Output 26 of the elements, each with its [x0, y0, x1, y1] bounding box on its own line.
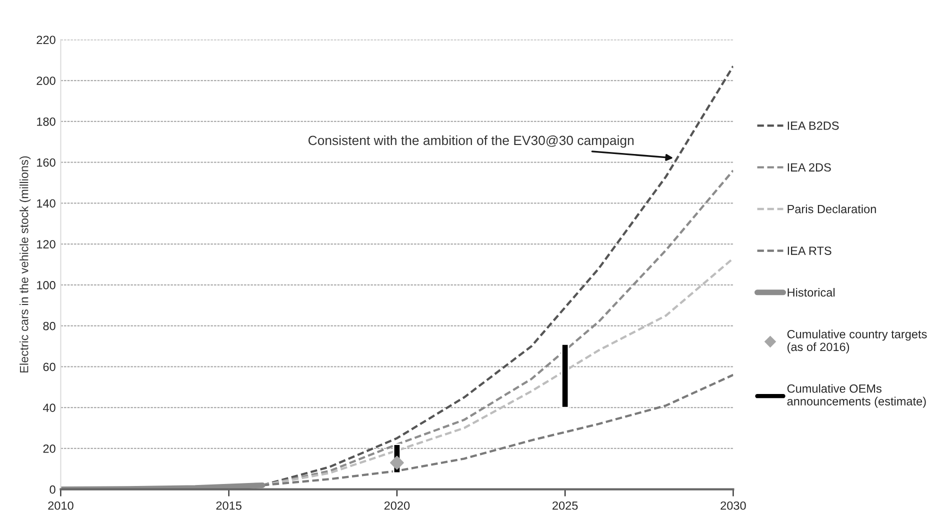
legend-label: Paris Declaration	[788, 204, 876, 214]
y-tick-label: 100	[37, 280, 56, 290]
y-tick-label: 120	[37, 240, 56, 248]
x-tick-label: 2015	[216, 501, 242, 510]
x-tick-label: 2020	[384, 501, 410, 510]
y-axis-title: Electric cars in the vehicle stock (millions)	[20, 156, 31, 372]
x-tick-label: 2030	[720, 501, 746, 510]
y-tick-label: 180	[37, 117, 56, 126]
y-tick-label: 60	[43, 362, 56, 372]
x-tick-label: 2025	[552, 501, 578, 510]
legend-label: Cumulative country targets (as of 2016)	[787, 330, 927, 354]
y-tick-label: 20	[43, 444, 56, 453]
legend-label: IEA 2DS	[788, 163, 831, 172]
y-tick-label: 140	[37, 199, 56, 208]
legend-label: IEA B2DS	[788, 121, 839, 130]
x-tick-label: 2010	[48, 501, 74, 510]
legend-label: IEA RTS	[788, 246, 832, 255]
y-tick-label: 200	[36, 76, 56, 85]
y-tick-label: 40	[42, 404, 56, 412]
legend-label: Historical	[788, 288, 835, 297]
y-tick-label: 0	[50, 485, 56, 494]
y-tick-label: 80	[43, 322, 56, 330]
y-tick-label: 160	[37, 158, 56, 167]
legend-label: Cumulative OEMs announcements (estimate)	[787, 384, 926, 408]
y-tick-label: 220	[36, 36, 56, 44]
annotation: Consistent with the ambition of the EV30@30 campaign	[308, 135, 634, 148]
